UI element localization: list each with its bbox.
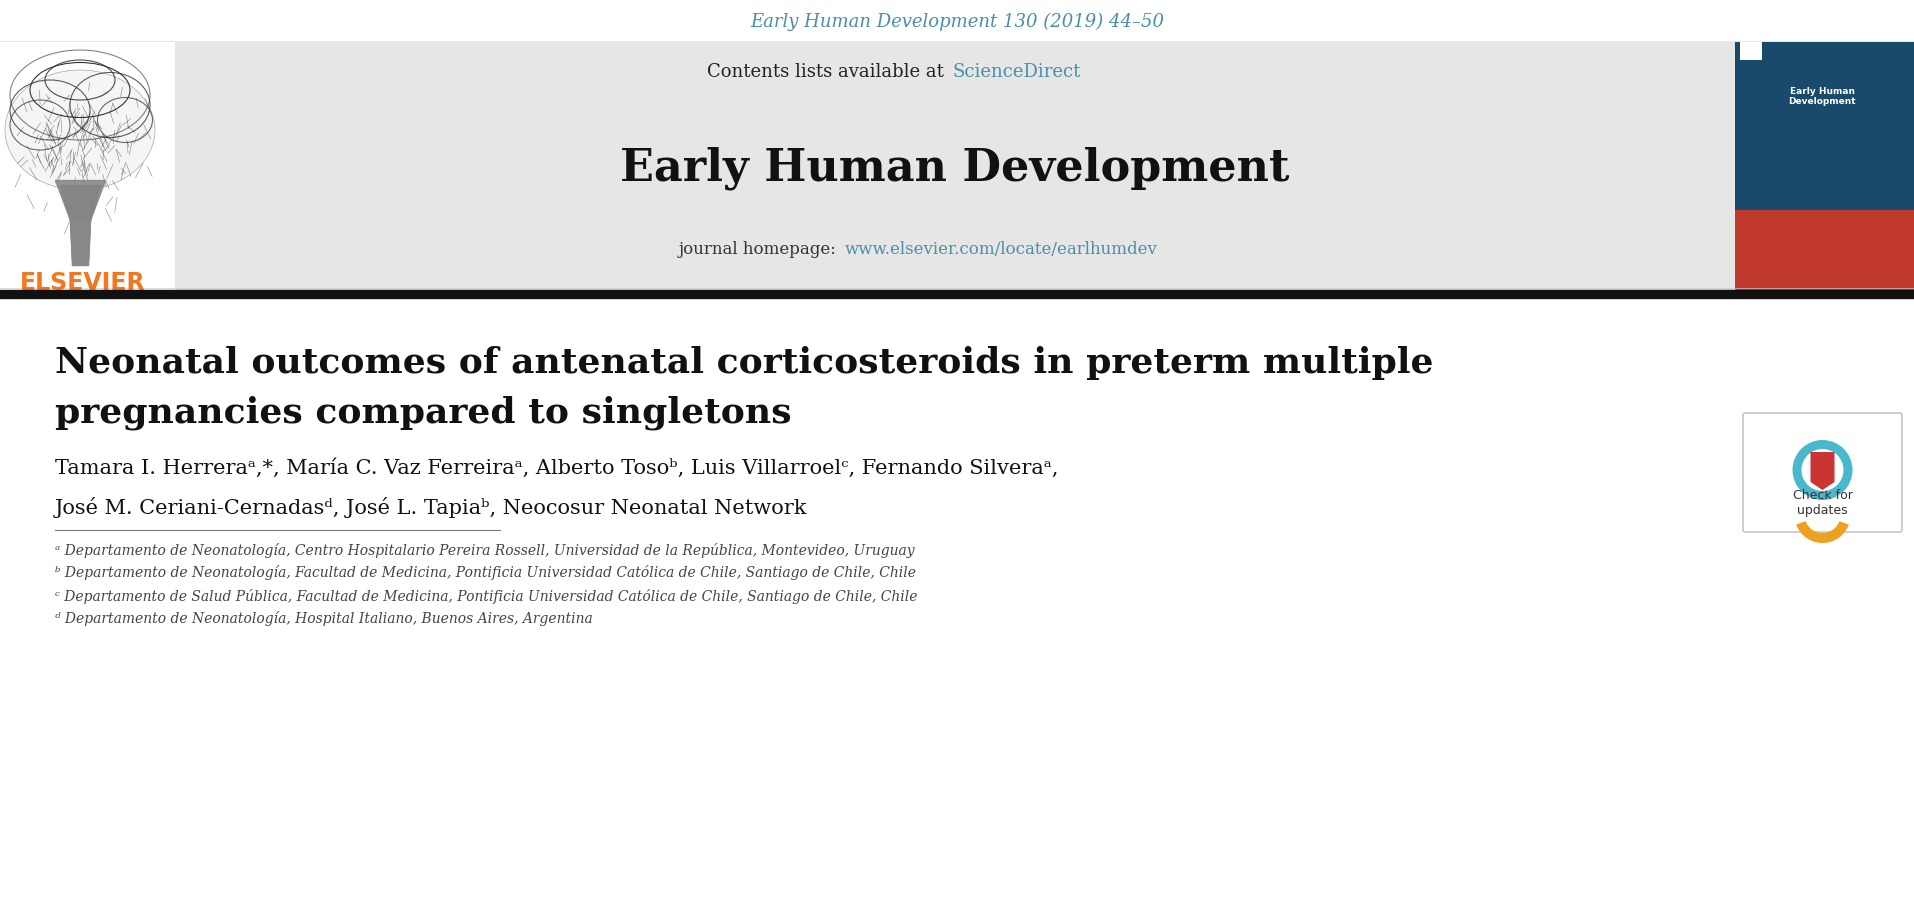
Bar [11, 105, 161, 280]
Bar [0, 42, 174, 290]
Circle shape [1793, 440, 1853, 500]
Bar [1734, 210, 1914, 290]
Text: Early Human
Development: Early Human Development [1788, 87, 1857, 106]
Text: Neonatal outcomes of antenatal corticosteroids in preterm multiple: Neonatal outcomes of antenatal corticost… [56, 346, 1434, 380]
FancyBboxPatch shape [1744, 413, 1903, 532]
Text: journal homepage:: journal homepage: [679, 242, 842, 259]
Text: ScienceDirect: ScienceDirect [951, 63, 1079, 81]
Text: Early Human Development: Early Human Development [620, 146, 1290, 189]
Text: José M. Ceriani-Cernadasᵈ, José L. Tapiaᵇ, Neocosur Neonatal Network: José M. Ceriani-Cernadasᵈ, José L. Tapia… [56, 497, 808, 518]
Text: www.elsevier.com/locate/earlhumdev: www.elsevier.com/locate/earlhumdev [844, 242, 1158, 259]
Text: ᵇ Departamento de Neonatología, Facultad de Medicina, Pontificia Universidad Cat: ᵇ Departamento de Neonatología, Facultad… [56, 566, 917, 580]
Text: ᶜ Departamento de Salud Pública, Facultad de Medicina, Pontificia Universidad Ca: ᶜ Departamento de Salud Pública, Faculta… [56, 588, 917, 603]
Ellipse shape [6, 70, 155, 190]
Wedge shape [1795, 521, 1849, 543]
Polygon shape [1811, 452, 1834, 490]
Bar [174, 42, 1734, 290]
Circle shape [1801, 449, 1843, 491]
Text: ᵃ Departamento de Neonatología, Centro Hospitalario Pereira Rossell, Universidad: ᵃ Departamento de Neonatología, Centro H… [56, 542, 915, 558]
Bar [1734, 42, 1914, 290]
Text: ᵈ Departamento de Neonatología, Hospital Italiano, Buenos Aires, Argentina: ᵈ Departamento de Neonatología, Hospital… [56, 612, 593, 627]
Bar [1740, 42, 1763, 60]
Text: Early Human Development 130 (2019) 44–50: Early Human Development 130 (2019) 44–50 [750, 13, 1164, 31]
Text: Check for
updates: Check for updates [1793, 489, 1853, 517]
Text: ELSEVIER: ELSEVIER [21, 271, 145, 295]
Text: pregnancies compared to singletons: pregnancies compared to singletons [56, 396, 792, 430]
Text: Contents lists available at: Contents lists available at [708, 63, 949, 81]
Text: Tamara I. Herreraᵃ,*, María C. Vaz Ferreiraᵃ, Alberto Tosoᵇ, Luis Villarroelᶜ, F: Tamara I. Herreraᵃ,*, María C. Vaz Ferre… [56, 458, 1058, 478]
